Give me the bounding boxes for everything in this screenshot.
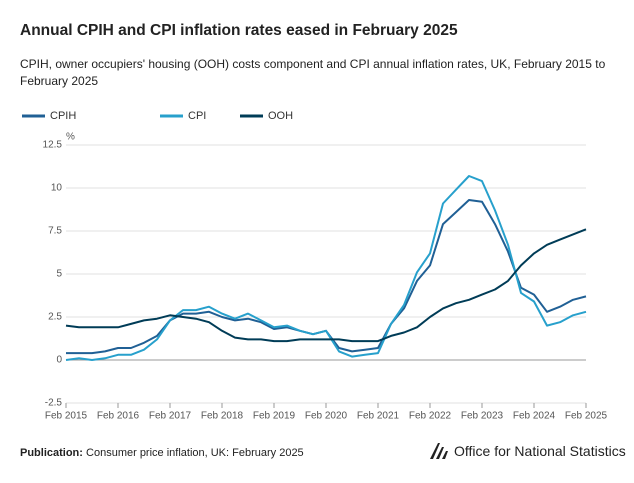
logo-text: Office for National Statistics bbox=[454, 443, 626, 459]
legend-text: OOH bbox=[268, 110, 293, 122]
y-tick-label: 2.5 bbox=[48, 312, 62, 323]
x-tick-label: Feb 2021 bbox=[357, 411, 400, 422]
x-tick-label: Feb 2025 bbox=[565, 411, 608, 422]
x-tick-label: Feb 2024 bbox=[513, 411, 556, 422]
y-tick-label: -2.5 bbox=[45, 398, 63, 409]
footer: Publication: Consumer price inflation, U… bbox=[20, 447, 304, 459]
chart-title: Annual CPIH and CPI inflation rates ease… bbox=[20, 22, 458, 39]
publication-label: Publication: bbox=[20, 447, 83, 459]
y-tick-label: 0 bbox=[56, 355, 62, 366]
x-tick-label: Feb 2019 bbox=[253, 411, 296, 422]
x-tick-label: Feb 2018 bbox=[201, 411, 244, 422]
chart: % -2.5 0 2.5 5 7.5 10 12.5 Feb 2015 Feb 2016 Feb … bbox=[22, 110, 608, 422]
x-tick-label: Feb 2020 bbox=[305, 411, 348, 422]
x-tick-label: Feb 2023 bbox=[461, 411, 504, 422]
logo: Office for National Statistics bbox=[428, 441, 626, 461]
series-line bbox=[65, 175, 587, 361]
x-tick-label: Feb 2015 bbox=[45, 411, 88, 422]
x-tick-label: Feb 2017 bbox=[149, 411, 192, 422]
legend-text: CPIH bbox=[50, 110, 76, 122]
y-tick-label: 12.5 bbox=[43, 140, 63, 151]
publication: Consumer price inflation, UK: February 2… bbox=[86, 447, 304, 459]
y-tick-label: 7.5 bbox=[48, 226, 62, 237]
y-tick-label: 10 bbox=[51, 183, 63, 194]
logo-icon bbox=[430, 443, 448, 459]
x-tick-label: Feb 2022 bbox=[409, 411, 452, 422]
chart-subtitle: CPIH, owner occupiers' housing (OOH) cos… bbox=[20, 57, 606, 88]
legend-text: CPI bbox=[188, 110, 206, 122]
x-tick-label: Feb 2016 bbox=[97, 411, 140, 422]
series-line bbox=[65, 228, 587, 343]
y-tick-label: 5 bbox=[56, 269, 62, 280]
y-axis-label: % bbox=[66, 132, 75, 143]
